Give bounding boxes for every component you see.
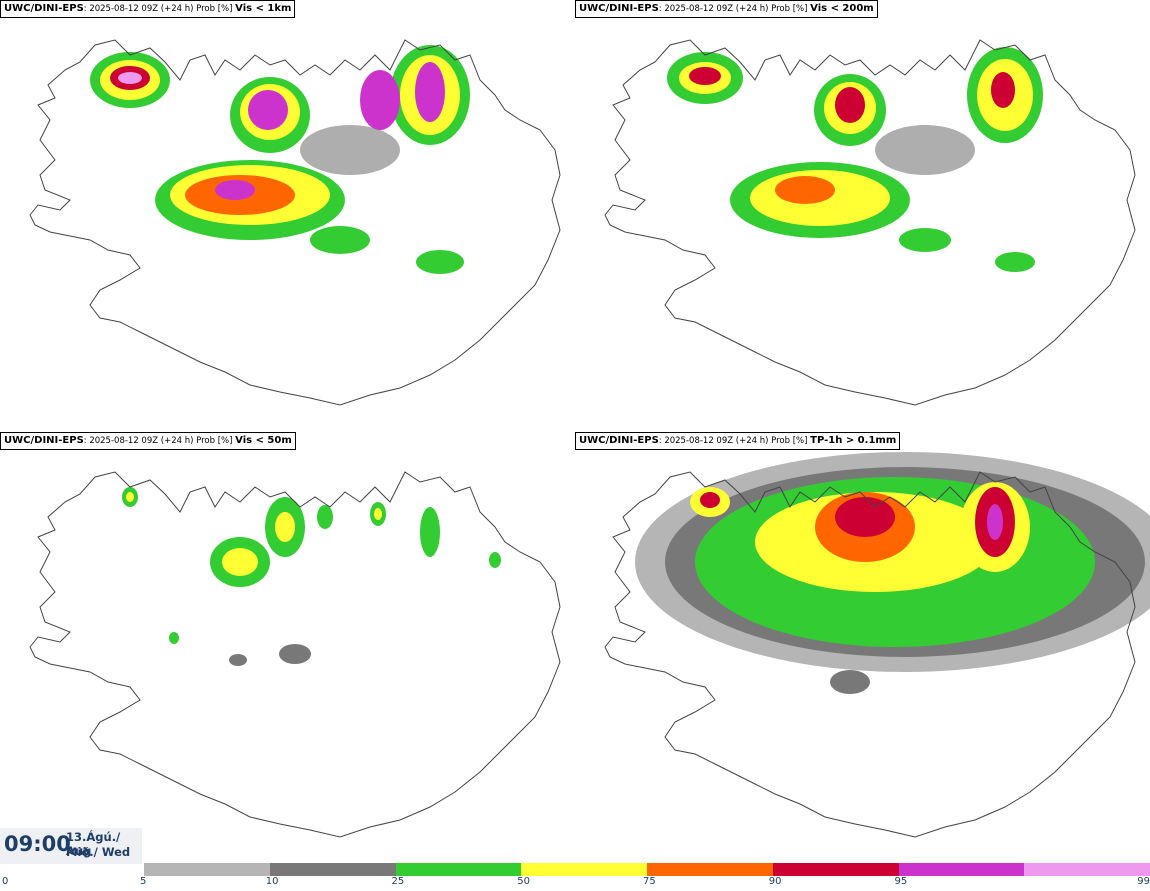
map-panel-vis-50m: UWC/DINI-EPS: 2025-08-12 09Z (+24 h) Pro… xyxy=(0,432,575,864)
colorbar-tick-label: 50 xyxy=(517,876,530,887)
panel-title: UWC/DINI-EPS: 2025-08-12 09Z (+24 h) Pro… xyxy=(575,0,878,18)
panel-title: UWC/DINI-EPS: 2025-08-12 09Z (+24 h) Pro… xyxy=(0,432,296,450)
valid-weekday: Mið./ Wed xyxy=(66,845,131,859)
probability-field xyxy=(90,45,470,274)
colorbar-tick-label: 25 xyxy=(391,876,405,887)
colorbar-tick-label: 90 xyxy=(768,876,782,887)
probability-field xyxy=(122,487,501,666)
colorbar-segment xyxy=(898,863,1025,876)
colorbar-tick-label: 5 xyxy=(140,876,147,887)
probability-colorbar xyxy=(144,863,1150,876)
probability-field xyxy=(635,452,1150,694)
colorbar-segment xyxy=(647,863,773,876)
colorbar-tick-label: 99 xyxy=(1137,876,1150,887)
panel-title: UWC/DINI-EPS: 2025-08-12 09Z (+24 h) Pro… xyxy=(0,0,296,18)
iceland-map xyxy=(604,452,1150,838)
colorbar-tick-label: 10 xyxy=(265,876,279,887)
colorbar-segment xyxy=(772,863,899,876)
valid-date: 13.Ágú./ Aug xyxy=(66,830,121,858)
colorbar-segment xyxy=(1024,863,1150,876)
valid-time: 09:00 xyxy=(4,832,71,856)
panel-title: UWC/DINI-EPS: 2025-08-12 09Z (+24 h) Pro… xyxy=(575,432,901,450)
colorbar-segment xyxy=(395,863,522,876)
probability-field xyxy=(667,47,1043,272)
colorbar-ticks: 0 5 10 25 50 75 90 95 99 xyxy=(0,876,1150,891)
map-panel-tp-1h: UWC/DINI-EPS: 2025-08-12 09Z (+24 h) Pro… xyxy=(575,432,1150,864)
colorbar-segment xyxy=(521,863,647,876)
map-panel-vis-1km: UWC/DINI-EPS: 2025-08-12 09Z (+24 h) Pro… xyxy=(0,0,575,432)
colorbar-tick-label: 0 xyxy=(2,876,9,887)
colorbar-tick-label: 75 xyxy=(643,876,656,887)
iceland-map xyxy=(29,471,561,838)
map-panel-vis-200m: UWC/DINI-EPS: 2025-08-12 09Z (+24 h) Pro… xyxy=(575,0,1150,432)
valid-time-box: 09:00 13.Ágú./ Aug Mið./ Wed xyxy=(0,828,142,864)
colorbar-tick-label: 95 xyxy=(894,876,908,887)
colorbar-segment xyxy=(269,863,396,876)
colorbar-segment xyxy=(144,863,270,876)
iceland-map xyxy=(29,39,561,406)
iceland-map xyxy=(604,39,1136,406)
